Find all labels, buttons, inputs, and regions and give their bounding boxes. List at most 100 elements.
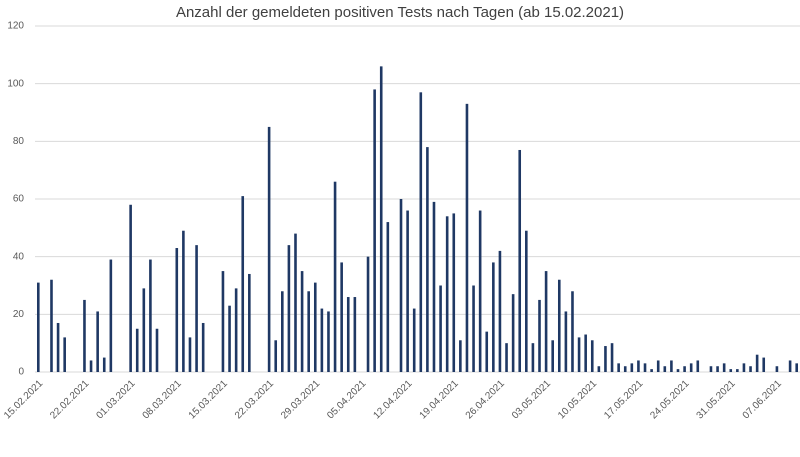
bar	[670, 360, 673, 372]
bar	[564, 311, 568, 372]
bar	[544, 271, 548, 372]
bar	[234, 288, 238, 372]
bar	[663, 366, 667, 372]
bar	[676, 369, 680, 372]
bar	[584, 334, 587, 372]
bar	[340, 262, 343, 372]
bar	[656, 360, 660, 372]
bar	[498, 250, 502, 372]
bar	[109, 259, 113, 372]
x-tick-label: 15.03.2021	[187, 378, 230, 421]
bar	[307, 291, 310, 372]
bar	[531, 343, 535, 372]
x-tick-label: 05.04.2021	[325, 378, 368, 421]
bar	[56, 322, 60, 372]
bar	[505, 343, 508, 372]
x-tick-label: 31.05.2021	[695, 378, 738, 421]
bar	[287, 245, 291, 372]
bar	[722, 363, 726, 372]
y-tick-label: 100	[7, 78, 24, 89]
bar	[729, 369, 733, 372]
x-tick-label: 29.03.2021	[279, 378, 322, 421]
bar	[525, 230, 528, 372]
bar	[412, 308, 416, 372]
bar	[188, 337, 192, 372]
bar	[445, 216, 449, 372]
bar	[577, 337, 581, 372]
bar	[643, 363, 647, 372]
bar	[320, 308, 324, 372]
bar	[419, 92, 423, 373]
bar	[716, 366, 719, 372]
bar	[294, 233, 297, 372]
bar	[142, 288, 146, 372]
bar	[683, 366, 686, 372]
bar	[478, 210, 482, 372]
bar	[709, 366, 713, 372]
x-tick-label: 01.03.2021	[94, 378, 137, 421]
x-tick-label: 24.05.2021	[648, 378, 691, 421]
bar	[83, 299, 86, 372]
bar	[175, 248, 179, 372]
bar	[386, 222, 390, 372]
y-tick-label: 120	[7, 21, 24, 32]
bar	[353, 297, 357, 372]
bar	[155, 328, 159, 372]
bar	[241, 196, 245, 372]
bar	[129, 204, 132, 372]
x-tick-label: 03.05.2021	[510, 378, 553, 421]
bar	[755, 354, 759, 372]
bar	[201, 322, 205, 372]
bar	[485, 331, 489, 372]
x-tick-label: 08.03.2021	[141, 378, 184, 421]
x-tick-label: 12.04.2021	[371, 378, 414, 421]
bar	[426, 147, 429, 372]
bar	[379, 66, 383, 372]
x-tick-label: 17.05.2021	[602, 378, 645, 421]
y-tick-label: 20	[13, 309, 25, 320]
bar	[762, 357, 766, 372]
x-tick-label: 10.05.2021	[556, 378, 599, 421]
bar	[459, 340, 462, 372]
bar	[182, 230, 185, 372]
x-tick-label: 22.03.2021	[233, 378, 276, 421]
bar	[742, 363, 746, 372]
bar	[274, 340, 278, 372]
bar	[538, 299, 541, 372]
bar	[439, 285, 442, 372]
chart-title: Anzahl der gemeldeten positiven Tests na…	[176, 4, 624, 21]
bar	[630, 363, 634, 372]
x-tick-label: 19.04.2021	[418, 378, 461, 421]
bar	[749, 366, 752, 372]
bar	[327, 311, 330, 372]
bar	[696, 360, 700, 372]
y-tick-label: 40	[13, 251, 25, 262]
bar	[366, 256, 370, 372]
bar	[373, 89, 376, 372]
bar	[102, 357, 106, 372]
y-tick-label: 80	[13, 136, 25, 147]
bar	[135, 328, 139, 372]
y-tick-label: 60	[13, 194, 25, 205]
bar	[788, 360, 792, 372]
bar	[465, 103, 469, 372]
bar	[89, 360, 93, 372]
bar	[557, 279, 561, 372]
bar	[689, 363, 693, 372]
bar	[406, 210, 409, 372]
x-tick-label: 26.04.2021	[464, 378, 507, 421]
bar	[571, 291, 574, 372]
bar	[195, 245, 198, 372]
bar	[452, 213, 456, 372]
bar	[300, 271, 304, 372]
bar	[492, 262, 495, 372]
bar	[36, 282, 40, 372]
bar	[96, 311, 99, 372]
bar	[795, 363, 799, 372]
bar	[604, 346, 607, 372]
bar	[775, 366, 779, 372]
bar	[617, 363, 620, 372]
bar	[551, 340, 554, 372]
bar	[432, 201, 436, 372]
